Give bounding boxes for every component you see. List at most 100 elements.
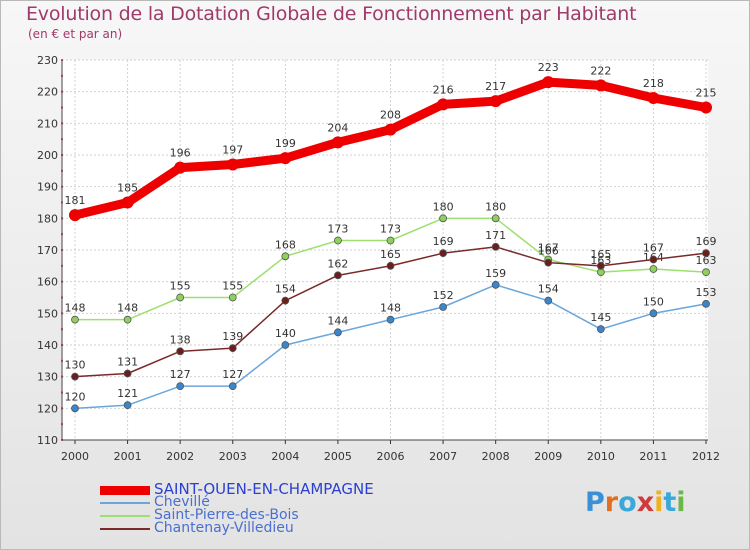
x-tick-label: 2011 (639, 450, 667, 463)
series-point-1 (491, 280, 500, 289)
data-label-3: 169 (696, 235, 717, 248)
legend-label: Chevillé (154, 494, 210, 510)
data-label-1: 145 (590, 311, 611, 324)
data-label-0: 197 (222, 144, 243, 157)
legend-swatch (100, 502, 150, 504)
data-label-1: 140 (275, 327, 296, 340)
data-label-3: 169 (433, 235, 454, 248)
series-point-0 (489, 95, 502, 108)
x-tick-label: 2004 (271, 450, 299, 463)
chart-title: Evolution de la Dotation Globale de Fonc… (26, 3, 637, 25)
y-tick-label: 220 (37, 86, 58, 99)
data-label-3: 131 (117, 356, 138, 369)
data-label-2: 155 (222, 280, 243, 293)
y-tick-label: 120 (37, 402, 58, 415)
logo-letter: i (654, 487, 664, 518)
legend-swatch (100, 528, 150, 530)
data-label-3: 166 (538, 245, 559, 258)
series-point-3 (596, 261, 605, 270)
data-label-2: 180 (485, 200, 506, 213)
series-point-0 (121, 196, 134, 209)
data-label-0: 223 (538, 61, 559, 74)
series-point-0 (226, 158, 239, 171)
legend-label: SAINT-OUEN-EN-CHAMPAGNE (154, 480, 374, 498)
series-point-0 (69, 209, 81, 222)
data-label-3: 167 (643, 242, 664, 255)
y-tick-label: 230 (37, 54, 58, 67)
logo-letter: r (604, 487, 619, 518)
series-point-2 (386, 236, 395, 245)
data-label-0: 199 (275, 137, 296, 150)
series-point-1 (649, 309, 658, 318)
data-label-1: 121 (117, 387, 138, 400)
series-point-2 (281, 252, 290, 261)
series-point-0 (647, 92, 660, 104)
data-label-3: 139 (222, 330, 243, 343)
series-point-1 (176, 382, 185, 391)
data-label-2: 173 (327, 223, 348, 236)
data-label-2: 167 (538, 242, 559, 255)
data-label-1: 127 (170, 368, 191, 381)
logo-letter: x (636, 487, 655, 518)
x-tick-label: 2005 (324, 450, 352, 463)
series-point-3 (228, 344, 237, 353)
series-point-0 (174, 161, 187, 174)
x-tick-label: 2009 (534, 450, 562, 463)
series-point-2 (334, 236, 342, 245)
logo-letter: i (676, 487, 686, 518)
series-point-2 (176, 293, 185, 302)
data-label-2: 163 (696, 254, 717, 267)
y-tick-label: 210 (37, 117, 58, 130)
data-label-2: 148 (117, 302, 138, 315)
series-point-2 (71, 315, 79, 324)
x-tick-label: 2006 (377, 450, 405, 463)
data-label-0: 204 (327, 121, 348, 134)
y-tick-label: 180 (37, 212, 58, 225)
series-point-0 (279, 152, 292, 165)
series-point-1 (228, 382, 237, 391)
series-point-3 (281, 296, 290, 305)
logo-letter: t (663, 487, 677, 518)
data-label-1: 144 (327, 314, 348, 327)
legend-swatch (100, 486, 150, 495)
series-point-3 (386, 261, 395, 270)
y-tick-label: 200 (37, 149, 58, 162)
logo-letter: P (585, 487, 605, 518)
data-label-3: 154 (275, 283, 296, 296)
series-point-3 (176, 347, 185, 356)
data-label-2: 163 (590, 254, 611, 267)
legend-swatch (100, 515, 150, 517)
series-point-1 (439, 303, 447, 311)
series-point-1 (544, 296, 553, 305)
data-label-3: 165 (590, 248, 611, 261)
legend-label: Saint-Pierre-des-Bois (154, 507, 299, 523)
x-tick-label: 2002 (166, 450, 194, 463)
series-point-3 (491, 242, 500, 251)
data-label-1: 148 (380, 302, 401, 315)
series-point-2 (491, 214, 500, 223)
data-label-3: 171 (485, 229, 506, 242)
series-point-1 (334, 328, 342, 337)
series-point-3 (439, 249, 447, 258)
series-point-1 (71, 404, 79, 413)
series-point-0 (384, 123, 397, 136)
data-label-2: 173 (380, 223, 401, 236)
data-label-1: 150 (643, 295, 664, 308)
data-label-3: 138 (170, 333, 191, 346)
series-point-3 (71, 372, 79, 381)
series-point-0 (331, 136, 344, 149)
x-tick-label: 2003 (219, 450, 247, 463)
x-tick-label: 2001 (114, 450, 142, 463)
x-tick-label: 2000 (61, 450, 89, 463)
y-tick-label: 130 (37, 371, 58, 384)
data-label-1: 159 (485, 267, 506, 280)
data-label-0: 208 (380, 109, 401, 122)
data-label-0: 181 (65, 194, 86, 207)
data-label-1: 120 (65, 390, 86, 403)
data-label-1: 154 (538, 283, 559, 296)
data-label-3: 130 (65, 359, 86, 372)
series-point-2 (702, 268, 710, 277)
data-label-0: 222 (590, 64, 611, 77)
x-tick-label: 2012 (692, 450, 720, 463)
